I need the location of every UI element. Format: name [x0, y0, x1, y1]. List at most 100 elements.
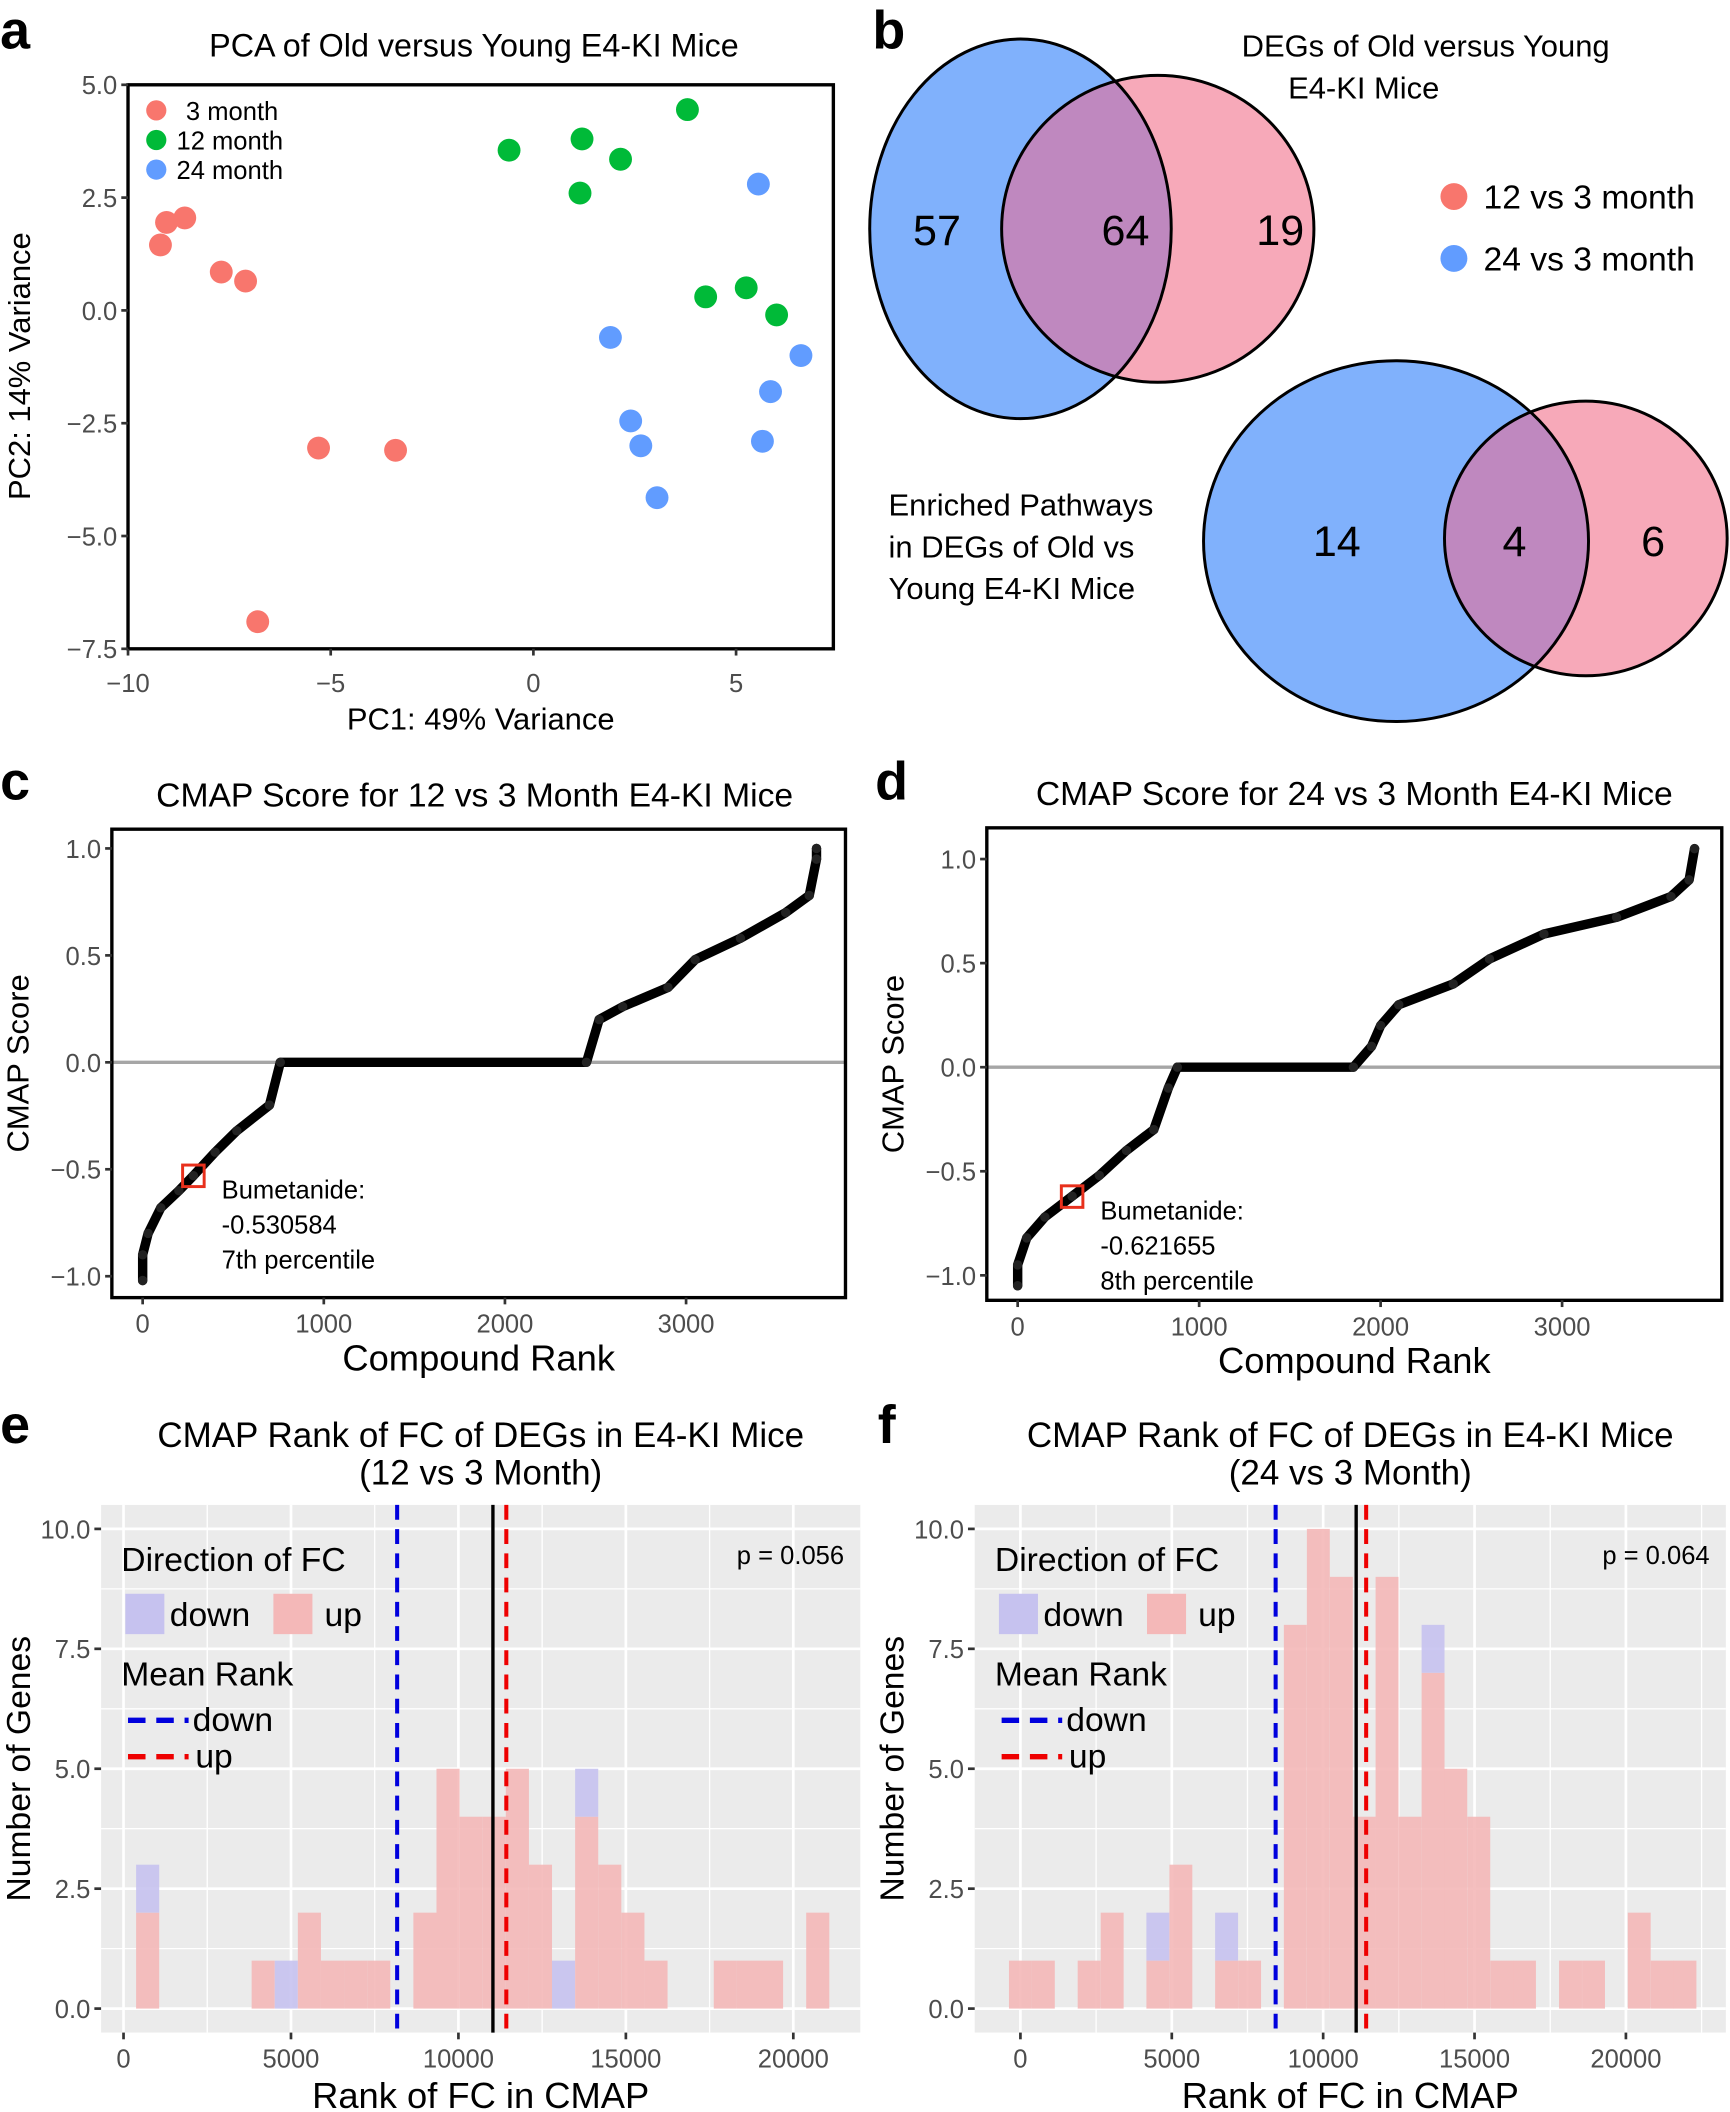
y-tick-label: 0.5 — [941, 951, 977, 979]
legend-marker — [146, 129, 167, 151]
venn-count-only_12: 6 — [1641, 518, 1665, 566]
histogram-bar-up — [505, 1768, 529, 2009]
legend-marker — [1440, 244, 1468, 272]
y-tick-label: 1.0 — [941, 846, 977, 874]
histogram-bar-up — [1559, 1960, 1582, 2009]
x-tick-label: 1000 — [1171, 1313, 1228, 1341]
histogram-bar-up — [644, 1960, 668, 2009]
legend-line-label: down — [1066, 1702, 1146, 1739]
y-axis-label: Number of Genes — [874, 1636, 911, 1902]
histogram-bar-up — [621, 1912, 645, 2009]
histogram-bar-up — [1329, 1576, 1353, 2009]
plot-frame — [126, 83, 836, 651]
y-tick-label: 0.0 — [66, 1050, 102, 1078]
data-point — [234, 269, 258, 293]
x-tick-label: 20000 — [758, 2046, 829, 2074]
y-tick-label: −2.5 — [67, 411, 117, 439]
chart-title: CMAP Score for 12 vs 3 Month E4-KI Mice — [156, 777, 793, 814]
compound-point — [1484, 954, 1495, 964]
venn-outline — [1443, 399, 1729, 678]
histogram-bar-down — [274, 1960, 298, 2009]
compound-point — [156, 1203, 166, 1213]
histogram-bar-up — [575, 1816, 599, 2009]
compound-point — [804, 890, 814, 901]
y-tick-label: −5.0 — [67, 523, 117, 551]
x-tick-label: 1000 — [295, 1311, 352, 1339]
y-tick-label: −0.5 — [51, 1157, 101, 1185]
y-tick-label: 0.0 — [82, 298, 118, 326]
panel-c-cmap-score: CMAP Score for 12 vs 3 Month E4-KI Mice B… — [0, 777, 848, 1378]
annotation-text: -0.621655 — [1100, 1232, 1215, 1260]
compound-point — [1022, 1233, 1032, 1243]
venn-title: in DEGs of Old vs — [889, 529, 1135, 564]
venn-overlap — [1444, 401, 1589, 676]
plot-frame — [985, 826, 1724, 1302]
y-tick-label: 0.0 — [55, 1996, 91, 2024]
x-tick-label: 5 — [729, 670, 743, 698]
data-point — [789, 344, 813, 367]
y-tick-label: 0.0 — [928, 1996, 964, 2024]
venn-outline — [1202, 359, 1590, 723]
legend-swatch-up — [273, 1593, 313, 1635]
data-point — [734, 276, 758, 300]
chart-title: (24 vs 3 Month) — [1229, 1454, 1472, 1493]
annotation-text: -0.530584 — [222, 1212, 337, 1240]
histogram-bar-up — [459, 1816, 483, 2009]
compound-point — [690, 954, 700, 965]
histogram-bar-up — [1513, 1960, 1536, 2009]
compound-point — [1366, 1041, 1377, 1052]
x-tick-label: 5000 — [1143, 2046, 1200, 2074]
legend-fill-label: down — [1043, 1597, 1123, 1634]
compound-point — [1348, 1062, 1359, 1072]
compound-point — [1684, 875, 1694, 885]
histogram-bar-up — [1306, 1528, 1330, 2009]
compound-point — [210, 1147, 220, 1157]
legend-fill-label: down — [170, 1597, 250, 1634]
histogram-bar-up — [436, 1768, 460, 2009]
compound-point — [1172, 1062, 1183, 1072]
legend-line-title: Mean Rank — [995, 1656, 1167, 1693]
panel-letter-c: c — [0, 752, 30, 812]
x-tick-label: 15000 — [1439, 2046, 1510, 2074]
compound-point — [143, 1228, 153, 1239]
compound-point — [1689, 843, 1700, 854]
histogram-bar-up — [1169, 1864, 1193, 2009]
legend-line-label: down — [193, 1702, 273, 1739]
data-point — [750, 429, 774, 453]
bumetanide-highlight — [181, 1163, 206, 1189]
compound-point — [1375, 1020, 1386, 1031]
compound-point — [1448, 979, 1458, 989]
x-tick-label: 2000 — [477, 1311, 534, 1339]
histogram-bar-up — [1627, 1912, 1651, 2009]
annotation-text: Bumetanide: — [1100, 1197, 1244, 1225]
histogram-bar-up — [344, 1960, 368, 2009]
compound-point — [232, 1126, 242, 1136]
y-tick-label: 0.0 — [941, 1055, 977, 1083]
venn-title: Young E4-KI Mice — [889, 571, 1136, 606]
histogram-bar-down — [1421, 1624, 1445, 1673]
venn-outline — [1000, 73, 1316, 384]
annotation-text: 7th percentile — [222, 1247, 375, 1275]
y-tick-label: 2.5 — [55, 1876, 91, 1904]
data-point — [609, 147, 632, 171]
x-tick-label: −5 — [316, 670, 345, 698]
histogram-bar-up — [598, 1864, 622, 2009]
histogram-bar-up — [1375, 1576, 1399, 2009]
venn-title: Enriched Pathways — [889, 488, 1154, 523]
x-tick-label: 5000 — [263, 2046, 320, 2074]
x-tick-label: 10000 — [423, 2046, 494, 2074]
legend-swatch-down — [125, 1593, 165, 1635]
histogram-bar-up — [806, 1912, 830, 2009]
histogram-bar-up — [1444, 1768, 1468, 2009]
y-tick-label: 0.5 — [66, 943, 102, 971]
compound-point — [174, 1185, 184, 1196]
compound-point — [594, 1014, 604, 1025]
panel-e-histogram: CMAP Rank of FC of DEGs in E4-KI Mice(12… — [1, 1416, 861, 2112]
legend-fill-title: Direction of FC — [995, 1542, 1219, 1579]
compound-point — [1012, 1281, 1023, 1291]
panel-f-histogram: CMAP Rank of FC of DEGs in E4-KI Mice(24… — [874, 1416, 1726, 2112]
x-tick-label: 0 — [1013, 2046, 1027, 2074]
venn-count-only_12: 19 — [1256, 207, 1304, 255]
x-tick-label: 3000 — [658, 1311, 715, 1339]
